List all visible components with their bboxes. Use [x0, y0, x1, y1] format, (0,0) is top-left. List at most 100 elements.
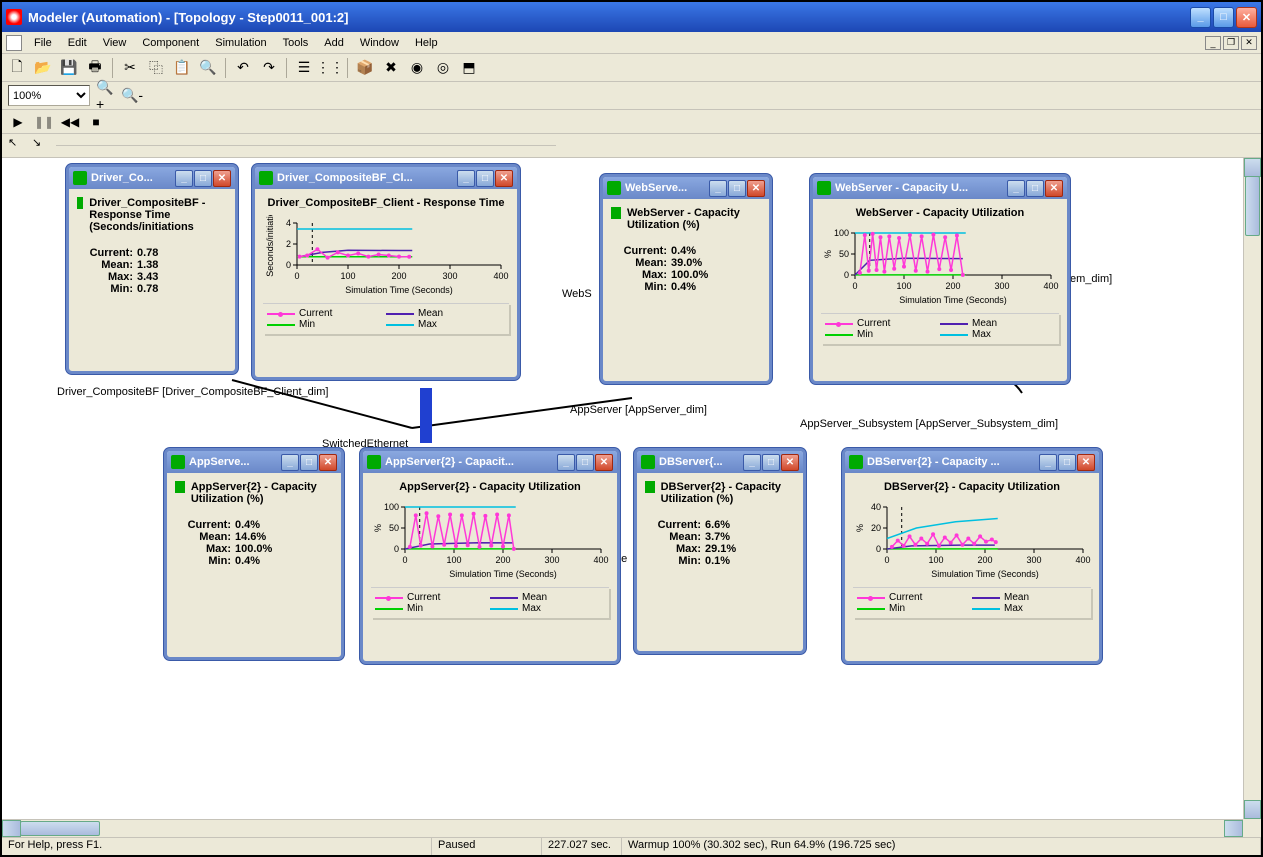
panel-titlebar[interactable]: WebServer - Capacity U... _ □ ✕ — [813, 177, 1067, 199]
panel-close-button[interactable]: ✕ — [495, 170, 513, 187]
nodes-icon[interactable]: ⋮⋮ — [319, 57, 341, 79]
panel-close-button[interactable]: ✕ — [747, 180, 765, 197]
horizontal-scrollbar[interactable] — [2, 819, 1243, 837]
panel-titlebar[interactable]: AppServe... _ □ ✕ — [167, 451, 341, 473]
zoom-in-icon[interactable]: 🔍+ — [96, 86, 116, 106]
panel-close-button[interactable]: ✕ — [595, 454, 613, 471]
status-progress: Warmup 100% (30.302 sec), Run 64.9% (196… — [622, 838, 1261, 855]
panel-window[interactable]: Driver_CompositeBF_Cl... _ □ ✕ Driver_Co… — [252, 164, 520, 380]
topology-canvas[interactable]: WebSem_dim]Driver_CompositeBF [Driver_Co… — [2, 158, 1243, 819]
scrollbar-thumb[interactable] — [20, 821, 100, 836]
stop-icon[interactable]: ■ — [86, 112, 106, 132]
panel-maximize-button[interactable]: □ — [194, 170, 212, 187]
svg-text:Simulation Time (Seconds): Simulation Time (Seconds) — [449, 569, 557, 579]
panel-window[interactable]: AppServer{2} - Capacit... _ □ ✕ AppServe… — [360, 448, 620, 664]
scrollbar-thumb[interactable] — [1245, 176, 1260, 236]
list-icon[interactable]: ☰ — [293, 57, 315, 79]
tool-icon-1[interactable]: ✖ — [380, 57, 402, 79]
vertical-scrollbar[interactable] — [1243, 158, 1261, 819]
undo-icon[interactable]: ↶ — [232, 57, 254, 79]
zoom-out-icon[interactable]: 🔍- — [122, 86, 142, 106]
stats-row: Min: 0.1% — [645, 555, 795, 567]
paste-icon[interactable]: 📋 — [171, 57, 193, 79]
panel-close-button[interactable]: ✕ — [781, 454, 799, 471]
mdi-restore-button[interactable]: ❐ — [1223, 36, 1239, 50]
panel-window[interactable]: DBServer{... _ □ ✕ DBServer{2} - Capacit… — [634, 448, 806, 654]
open-icon[interactable]: 📂 — [32, 57, 54, 79]
panel-minimize-button[interactable]: _ — [1007, 180, 1025, 197]
svg-text:0: 0 — [876, 544, 881, 554]
panel-window[interactable]: Driver_Co... _ □ ✕ Driver_CompositeBF - … — [66, 164, 238, 374]
panel-close-button[interactable]: ✕ — [1077, 454, 1095, 471]
panel-minimize-button[interactable]: _ — [557, 454, 575, 471]
panel-close-button[interactable]: ✕ — [1045, 180, 1063, 197]
menu-tools[interactable]: Tools — [275, 35, 317, 51]
stats-row: Max: 100.0% — [611, 269, 761, 281]
print-icon[interactable]: 🖶 — [84, 57, 106, 79]
save-icon[interactable]: 💾 — [58, 57, 80, 79]
tool-icon-2[interactable]: ◉ — [406, 57, 428, 79]
stats-row: Max: 29.1% — [645, 543, 795, 555]
find-icon[interactable]: 🔍 — [197, 57, 219, 79]
rewind-icon[interactable]: ◀◀ — [60, 112, 80, 132]
maximize-button[interactable]: □ — [1213, 7, 1234, 28]
panel-close-button[interactable]: ✕ — [319, 454, 337, 471]
panel-minimize-button[interactable]: _ — [743, 454, 761, 471]
panel-titlebar[interactable]: Driver_Co... _ □ ✕ — [69, 167, 235, 189]
chart-icon — [611, 207, 621, 219]
menu-file[interactable]: File — [26, 35, 60, 51]
stats-row: Min: 0.4% — [175, 555, 333, 567]
play-icon[interactable]: ▶ — [8, 112, 28, 132]
tool-icon-4[interactable]: ⬒ — [458, 57, 480, 79]
panel-maximize-button[interactable]: □ — [1058, 454, 1076, 471]
stats-row: Current: 6.6% — [645, 519, 795, 531]
cut-icon[interactable]: ✂ — [119, 57, 141, 79]
panel-window[interactable]: AppServe... _ □ ✕ AppServer{2} - Capacit… — [164, 448, 344, 660]
mdi-system-icon[interactable] — [6, 35, 22, 51]
package-icon[interactable]: 📦 — [354, 57, 376, 79]
legend-item: Max — [972, 603, 1087, 614]
pointer-icon[interactable]: ↖ — [8, 136, 28, 156]
panel-minimize-button[interactable]: _ — [1039, 454, 1057, 471]
copy-icon[interactable]: ⿻ — [145, 57, 167, 79]
panel-titlebar[interactable]: WebServe... _ □ ✕ — [603, 177, 769, 199]
panel-close-button[interactable]: ✕ — [213, 170, 231, 187]
pause-icon[interactable]: ❚❚ — [34, 112, 54, 132]
zoom-select[interactable]: 100% — [8, 85, 90, 106]
panel-minimize-button[interactable]: _ — [175, 170, 193, 187]
menu-simulation[interactable]: Simulation — [207, 35, 274, 51]
minimize-button[interactable]: _ — [1190, 7, 1211, 28]
menu-component[interactable]: Component — [134, 35, 207, 51]
menu-add[interactable]: Add — [316, 35, 352, 51]
menu-edit[interactable]: Edit — [60, 35, 95, 51]
panel-window[interactable]: WebServer - Capacity U... _ □ ✕ WebServe… — [810, 174, 1070, 384]
connector-icon[interactable]: ↘ — [32, 136, 52, 156]
menu-help[interactable]: Help — [407, 35, 446, 51]
panel-maximize-button[interactable]: □ — [762, 454, 780, 471]
redo-icon[interactable]: ↷ — [258, 57, 280, 79]
panel-window[interactable]: WebServe... _ □ ✕ WebServer - Capacity U… — [600, 174, 772, 384]
panel-maximize-button[interactable]: □ — [576, 454, 594, 471]
panel-maximize-button[interactable]: □ — [476, 170, 494, 187]
panel-maximize-button[interactable]: □ — [728, 180, 746, 197]
panel-window[interactable]: DBServer{2} - Capacity ... _ □ ✕ DBServe… — [842, 448, 1102, 664]
mdi-close-button[interactable]: ✕ — [1241, 36, 1257, 50]
new-icon[interactable]: 🗋 — [6, 57, 28, 79]
panel-minimize-button[interactable]: _ — [709, 180, 727, 197]
panel-titlebar[interactable]: Driver_CompositeBF_Cl... _ □ ✕ — [255, 167, 517, 189]
panel-maximize-button[interactable]: □ — [1026, 180, 1044, 197]
tool-icon-3[interactable]: ◎ — [432, 57, 454, 79]
svg-text:0: 0 — [884, 555, 889, 565]
chart-legend: Current Mean Min Max — [821, 313, 1059, 344]
panel-titlebar[interactable]: DBServer{2} - Capacity ... _ □ ✕ — [845, 451, 1099, 473]
mdi-minimize-button[interactable]: _ — [1205, 36, 1221, 50]
close-button[interactable]: ✕ — [1236, 7, 1257, 28]
legend-item: Min — [375, 603, 490, 614]
menu-view[interactable]: View — [95, 35, 135, 51]
panel-maximize-button[interactable]: □ — [300, 454, 318, 471]
panel-minimize-button[interactable]: _ — [457, 170, 475, 187]
menu-window[interactable]: Window — [352, 35, 407, 51]
panel-titlebar[interactable]: AppServer{2} - Capacit... _ □ ✕ — [363, 451, 617, 473]
panel-minimize-button[interactable]: _ — [281, 454, 299, 471]
panel-titlebar[interactable]: DBServer{... _ □ ✕ — [637, 451, 803, 473]
